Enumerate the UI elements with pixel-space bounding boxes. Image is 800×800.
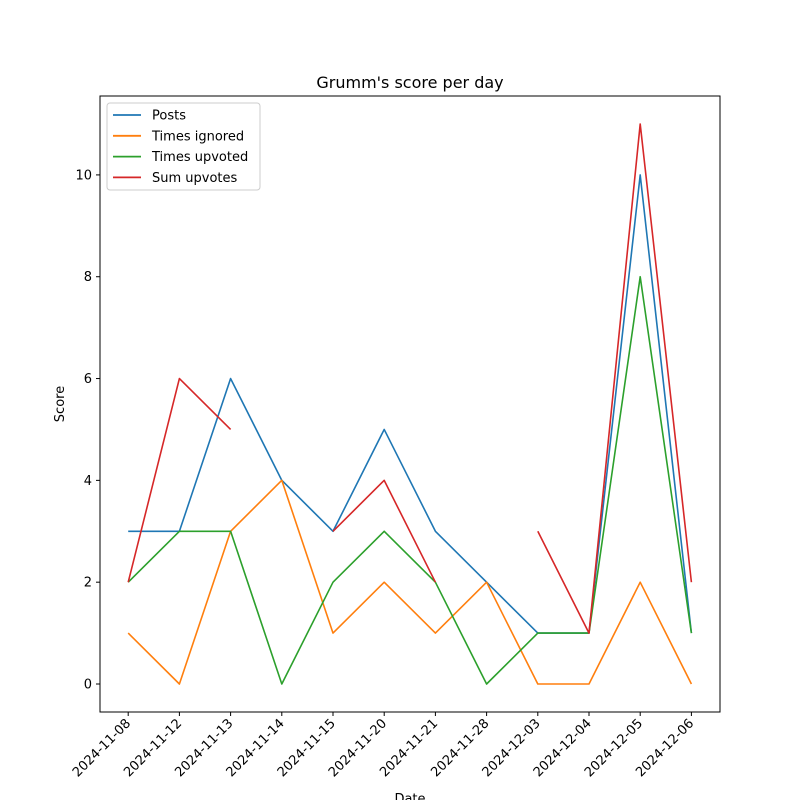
legend-entry: Times ignored (113, 129, 244, 144)
x-axis-label: Date (394, 792, 425, 800)
series-line (127, 479, 693, 685)
legend-entry: Posts (113, 109, 186, 124)
legend-label: Times upvoted (151, 150, 248, 165)
legend-label: Posts (152, 109, 186, 124)
y-axis-label: Score (53, 386, 68, 422)
legend: Posts Times ignored Times upvoted Sum upvot… (106, 102, 261, 191)
plot-area (99, 95, 721, 713)
series-line (127, 275, 693, 685)
legend-label: Times ignored (151, 129, 244, 144)
y-tick-label: 8 (84, 270, 92, 285)
series-line (128, 174, 693, 634)
series-lines (127, 123, 693, 685)
y-tick-label: 2 (84, 576, 92, 591)
series-line (127, 123, 693, 634)
legend-entry: Times upvoted (113, 150, 248, 165)
y-tick-label: 4 (84, 474, 92, 489)
y-tick-label: 10 (75, 168, 92, 183)
legend-box (106, 102, 261, 191)
series-3 (127, 275, 693, 685)
y-axis-ticks: 0 2 4 6 8 10 (75, 168, 100, 693)
y-tick-label: 6 (84, 372, 92, 387)
series-1 (128, 174, 693, 634)
series-4 (127, 123, 693, 634)
series-2 (127, 479, 693, 685)
x-axis-ticks: 2024-11-082024-11-122024-11-132024-11-14… (70, 712, 697, 780)
legend-entry: Sum upvotes (113, 171, 238, 186)
legend-label: Sum upvotes (152, 171, 238, 186)
chart-title: Grumm's score per day (316, 73, 503, 92)
y-tick-label: 0 (84, 678, 92, 693)
